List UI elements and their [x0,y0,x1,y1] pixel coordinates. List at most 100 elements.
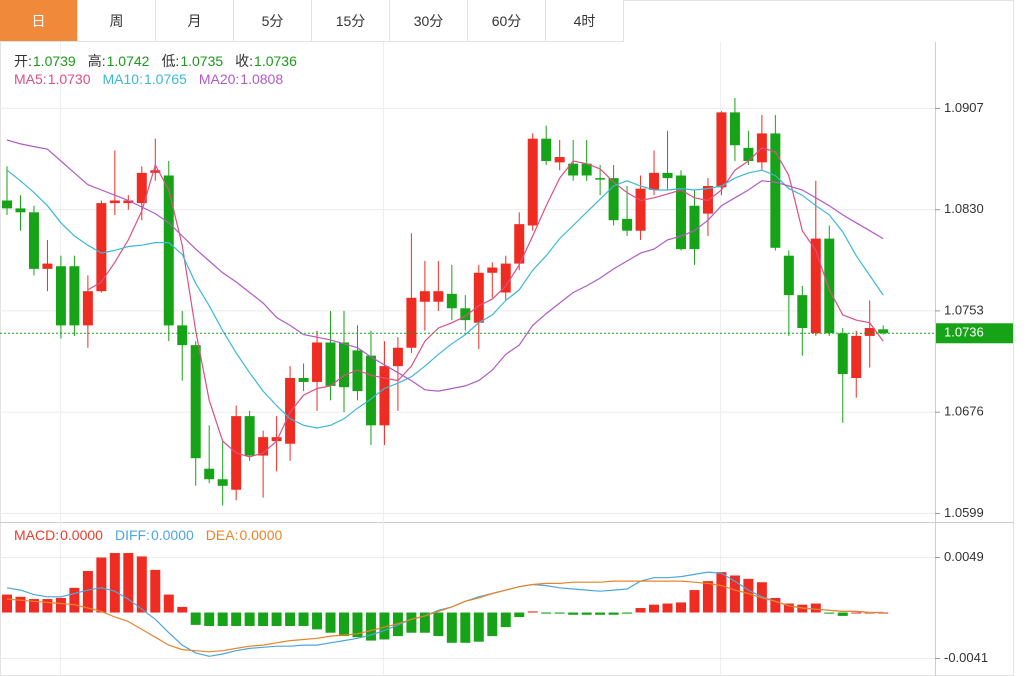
macd-bar [716,572,727,613]
tab[interactable]: 30分 [390,0,468,42]
candle-body [96,203,107,292]
legend-value: 1.0808 [240,71,284,87]
macd-bar [109,553,120,613]
candle-body [851,335,862,378]
candle-body [392,347,403,367]
legend-value: 1.0736 [254,53,297,69]
legend-item: MA10:1.0765 [103,71,187,87]
candle-body [244,416,255,456]
legend-value: 1.0730 [47,71,91,87]
legend-label: MA20: [198,71,240,87]
macd-bar [824,612,835,614]
macd-bar [568,612,579,615]
macd-bar [298,612,309,626]
macd-bar [622,612,633,614]
ohlc-readout: 开:1.0739 高:1.0742 低:1.0735 收:1.0736 [14,51,309,71]
macd-bar [365,612,376,641]
candle-body [419,291,430,302]
legend-value: 0.0000 [150,527,194,543]
axis: 1.0599 1.0676 1.0753 1.0830 1.0907 1.0736 -0.0… [935,100,1013,665]
candle-body [82,291,93,326]
y-tick-label: 1.0599 [944,505,984,520]
candle-body [379,366,390,426]
legend-value: 1.0739 [32,53,76,69]
legend-label: 开: [14,53,32,69]
macd-bar [662,603,673,613]
candle-body [743,147,754,162]
candle-body [662,172,673,179]
macd-bar [595,612,606,615]
macd-legend: MACD:0.0000 DIFF:0.0000 DEA:0.0000 [14,527,294,543]
legend-label: MA10: [102,71,143,87]
legend-value: 0.0000 [60,527,103,543]
tab[interactable]: 5分 [234,0,312,42]
macd-bar [55,597,66,613]
macd-bar [514,612,525,618]
candle-body [676,175,686,250]
tab[interactable]: 60分 [468,0,546,42]
macd-bar [2,594,12,613]
candle-body [783,255,794,296]
candle-body [864,328,875,336]
candle-body [608,178,619,221]
macd-bar [312,612,323,630]
candle-body [150,170,161,173]
macd-bar [487,612,498,637]
macd-bar [541,612,552,614]
y-tick-label: 0.0049 [944,549,984,564]
macd-bar [676,602,686,613]
candle-body [312,342,323,382]
legend-item: 高:1.0742 [88,53,150,69]
macd-bar [729,575,740,613]
candle-body [770,133,781,248]
line [6,169,884,429]
candle-body [635,188,646,231]
macd-bar [649,604,660,613]
candle-body [500,263,511,293]
macd-bar [702,581,713,613]
line [87,147,884,458]
macd-bar [177,606,188,613]
macd-bar [419,612,430,633]
macd-bar [231,612,242,626]
tab[interactable]: 周 [78,0,156,42]
legend-item: 低:1.0735 [161,53,223,69]
tab[interactable]: 4时 [546,0,624,42]
legend-value: 1.0735 [180,53,224,69]
legend-label: 高: [87,53,106,69]
candle-body [487,267,498,273]
macd-bar [446,612,457,643]
y-tick-label: -0.0041 [944,650,988,665]
macd-bar [28,599,39,613]
legend-label: MACD: [14,527,60,543]
tab-bar: 日周月 5分 15分 30分 60分 4时 [0,0,624,42]
macd-bar [460,612,471,643]
candle-body [473,272,484,323]
candle-body [837,333,848,375]
plot [0,97,935,657]
candle-body [109,200,120,204]
macd-bar [554,612,565,614]
candle-body [55,266,66,326]
legend-item: MA5:1.0730 [14,71,91,87]
tab[interactable]: 月 [156,0,234,42]
macd-bar [689,590,700,613]
candle-body [810,238,821,334]
macd-bar [581,612,592,615]
macd-bar [136,556,147,613]
legend-value: 0.0000 [239,527,283,543]
tab[interactable]: 15分 [312,0,390,42]
macd-bar [837,612,848,616]
macd-bar [770,597,781,613]
tab[interactable]: 日 [0,0,78,42]
line [6,139,884,392]
legend-item: DIFF:0.0000 [115,527,194,543]
legend-value: 1.0765 [143,71,187,87]
candle-body [339,342,349,388]
candle-body [190,345,201,459]
candle-body [177,325,188,346]
candle-body [2,200,12,209]
macd-bar [150,569,161,613]
